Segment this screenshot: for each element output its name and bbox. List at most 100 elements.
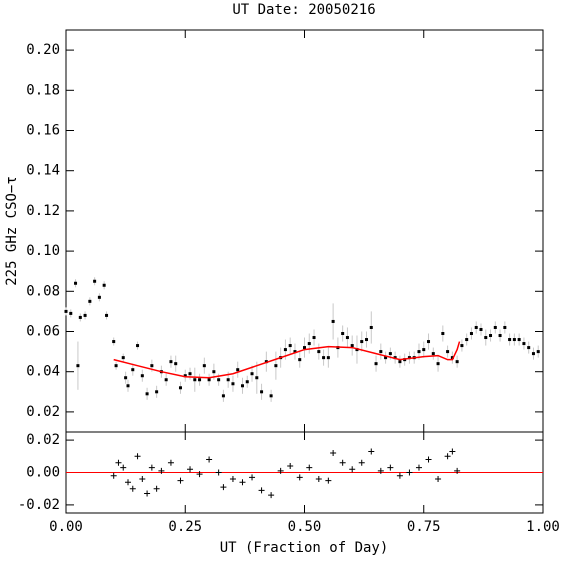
y-tick-label: 0.02 [26,432,60,448]
data-point [379,350,383,354]
y-tick-label: 0.02 [26,404,60,420]
data-point [493,325,497,329]
residual-point [177,477,184,484]
data-point [212,370,216,374]
data-point [226,378,230,382]
data-point [455,360,459,364]
residual-point [129,485,136,492]
data-point [341,332,345,336]
data-point [355,348,359,352]
data-point [136,344,140,348]
plot-frame [65,29,544,433]
data-point [93,279,97,283]
data-point [460,344,464,348]
y-tick-label: 0.04 [26,364,60,380]
data-point [474,325,478,329]
fit-line [113,341,461,379]
data-point [436,362,440,366]
y-tick-label: 0.10 [26,243,60,259]
data-point [121,356,125,360]
data-point [398,360,402,364]
residual-point [134,453,141,460]
data-point [322,356,326,360]
residual-point [277,467,284,474]
residual-point [148,464,155,471]
residual-point [296,474,303,481]
data-point [298,358,302,362]
data-point [446,350,450,354]
data-point [260,390,264,394]
data-point [407,356,411,360]
data-point [365,338,369,342]
data-point [303,346,306,350]
data-point [231,382,235,386]
data-point [274,364,278,368]
y-axis-label: 225 GHz CSO−τ [4,176,20,286]
data-point [69,311,73,315]
residual-point [144,490,151,497]
data-point [112,340,116,344]
data-point [105,313,109,317]
residual-point [349,466,356,473]
data-point [124,376,128,380]
data-point [536,350,540,354]
data-point [384,356,388,360]
data-point [307,342,311,346]
data-point [97,295,101,299]
data-point [217,378,221,382]
data-point [417,350,421,354]
data-point [64,309,68,313]
data-point [388,352,392,356]
data-point [293,350,297,354]
residual-point [315,475,322,482]
residual-point [435,475,442,482]
y-tick-label: 0.12 [26,203,60,219]
residual-point [406,469,413,476]
x-tick-label: 0.50 [288,519,322,535]
data-point [393,356,397,360]
data-point [169,360,173,364]
residual-point [153,485,160,492]
data-point [264,360,268,364]
data-point [531,352,535,356]
data-point [331,319,335,323]
data-point [288,344,292,348]
residual-point [115,459,122,466]
data-point [427,340,431,344]
residual-point [268,492,275,499]
x-tick-label: 0.25 [168,519,202,535]
residual-point [415,464,422,471]
residual-point [287,463,294,470]
residual-point [449,448,456,455]
y-tick-label: 0.16 [26,123,60,139]
data-point [517,338,521,342]
residual-point [220,484,227,491]
residual-point [215,469,222,476]
data-point [250,372,254,376]
y-tick-label: 0.06 [26,324,60,340]
data-point [207,378,211,382]
data-point [83,313,87,317]
residual-point [125,479,132,486]
residual-point [187,466,194,473]
data-point [450,356,454,360]
data-point [508,338,512,342]
data-point [469,332,473,336]
residual-point [258,487,265,494]
data-point [312,336,316,340]
data-point [465,338,469,342]
data-point [431,352,435,356]
data-point [350,344,354,348]
data-point [484,336,488,340]
data-point [102,283,106,287]
data-point [374,362,378,366]
residual-point [368,448,375,455]
data-point [76,364,80,368]
x-axis-label: UT (Fraction of Day) [220,540,389,556]
data-point [145,392,149,396]
residual-point [167,459,174,466]
data-point [512,338,516,342]
data-point [345,336,349,340]
data-point [479,327,483,331]
residual-point [387,464,394,471]
